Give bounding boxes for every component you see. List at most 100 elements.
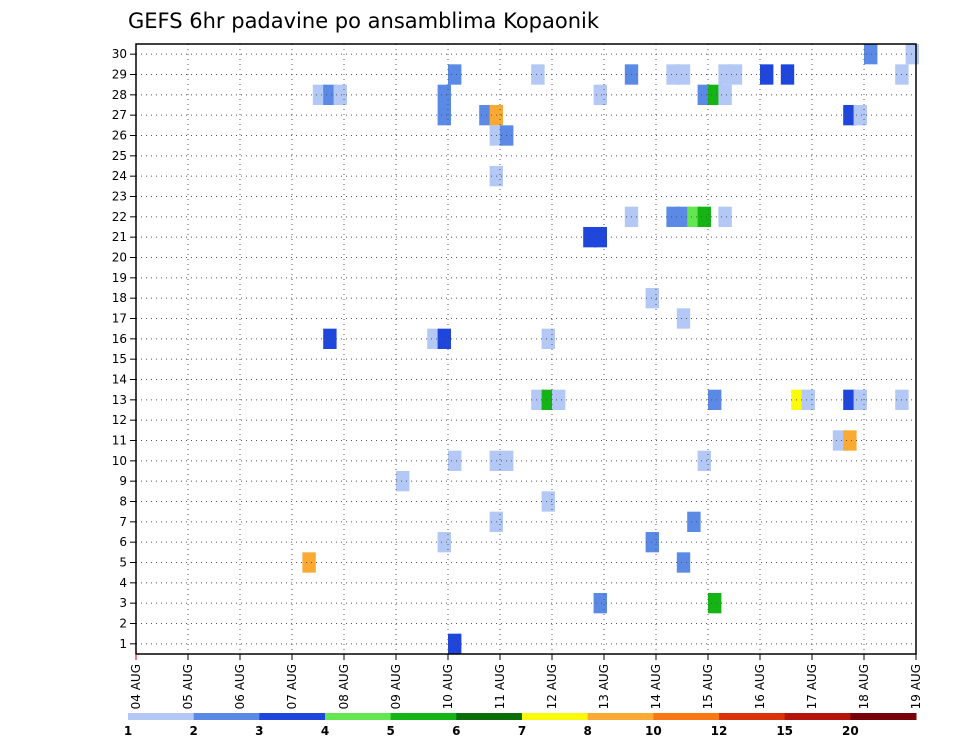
- x-tick-label: 07 AUG: [285, 664, 299, 709]
- y-tick-label: 24: [112, 169, 127, 183]
- heatmap-cell: [687, 206, 701, 227]
- heatmap-cell: [718, 84, 732, 105]
- y-tick-label: 22: [112, 210, 127, 224]
- x-tick-label: 08 AUG: [337, 664, 351, 709]
- heatmap-cell: [427, 328, 441, 349]
- legend-label: 10: [645, 724, 662, 738]
- heatmap-cell: [593, 227, 607, 248]
- x-tick-label: 12 AUG: [545, 664, 559, 709]
- heatmap-cell: [448, 450, 462, 471]
- heatmap-cell: [323, 84, 337, 105]
- x-tick-label: 09 AUG: [389, 664, 403, 709]
- y-tick-label: 5: [119, 556, 127, 570]
- legend-swatch: [719, 713, 786, 720]
- heatmap-cell: [728, 64, 743, 85]
- heatmap-cell: [645, 532, 659, 553]
- heatmap-cell: [323, 328, 337, 349]
- x-tick-label: 10 AUG: [441, 664, 455, 709]
- heatmap-cell: [593, 84, 607, 105]
- y-tick-label: 13: [112, 393, 127, 407]
- heatmap-cell: [780, 64, 795, 85]
- y-tick-label: 23: [112, 190, 127, 204]
- heatmap-cell: [312, 84, 327, 105]
- chart-title: GEFS 6hr padavine po ansamblima Kopaonik: [128, 9, 600, 33]
- x-tick-label: 17 AUG: [805, 664, 819, 709]
- x-tick-label: 04 AUG: [129, 664, 143, 709]
- heatmap-cell: [843, 430, 857, 451]
- x-tick-label: 15 AUG: [701, 664, 715, 709]
- heatmap-cell: [437, 84, 451, 105]
- heatmap-cell: [583, 227, 597, 248]
- legend-swatch: [653, 713, 720, 720]
- heatmap-cell: [541, 328, 555, 349]
- y-tick-label: 28: [112, 88, 127, 102]
- y-tick-label: 7: [119, 515, 127, 529]
- x-tick-label: 13 AUG: [597, 664, 611, 709]
- heatmap-cell: [801, 389, 815, 410]
- legend-swatch: [784, 713, 851, 720]
- x-tick-label: 16 AUG: [753, 664, 767, 709]
- y-tick-label: 3: [119, 596, 127, 610]
- legend-label: 20: [842, 724, 859, 738]
- legend-swatch: [390, 713, 457, 720]
- plot-frame: [135, 43, 917, 655]
- heatmap-cell: [676, 64, 691, 85]
- y-tick-label: 11: [112, 434, 127, 448]
- legend-swatch: [456, 713, 523, 720]
- y-tick-label: 8: [119, 495, 127, 509]
- heatmap-cell: [718, 64, 732, 85]
- legend-label: 3: [255, 724, 263, 738]
- y-tick-label: 25: [112, 149, 127, 163]
- y-axis: 1234567891011121314151617181920212223242…: [112, 47, 136, 651]
- legend-label: 7: [518, 724, 526, 738]
- y-tick-label: 15: [112, 352, 127, 366]
- y-tick-label: 10: [112, 454, 127, 468]
- heatmap-cell: [396, 471, 410, 492]
- heatmap-cell: [687, 511, 701, 532]
- y-tick-label: 20: [112, 251, 127, 265]
- grid-layer: [136, 44, 916, 654]
- heatmap-cell: [697, 450, 711, 471]
- heatmap-cell: [905, 44, 919, 65]
- legend-swatch: [193, 713, 260, 720]
- x-tick-label: 14 AUG: [649, 664, 663, 709]
- heatmap-cell: [697, 206, 711, 227]
- heatmap-cell: [666, 64, 680, 85]
- heatmap-cell: [708, 593, 722, 614]
- heatmap-cell: [593, 593, 607, 614]
- legend-swatch: [259, 713, 326, 720]
- legend-label: 1: [124, 724, 132, 738]
- y-tick-label: 14: [112, 373, 127, 387]
- legend-swatch: [850, 713, 917, 720]
- legend-swatch: [587, 713, 654, 720]
- legend-label: 5: [386, 724, 394, 738]
- x-axis: 04 AUG 05 AUG 06 AUG 07 AUG 08 AUG 09 AUG 10 A…: [129, 654, 923, 709]
- heatmap-cell: [302, 552, 316, 573]
- heatmap-cell: [448, 64, 462, 85]
- legend-label: 6: [452, 724, 460, 738]
- heatmap-cell: [864, 44, 878, 65]
- y-tick-label: 27: [112, 108, 127, 122]
- x-tick-label: 06 AUG: [233, 664, 247, 709]
- x-tick-label: 19 AUG: [909, 664, 923, 709]
- y-tick-label: 1: [119, 637, 127, 651]
- heatmap-cell: [843, 389, 857, 410]
- y-tick-label: 19: [112, 271, 127, 285]
- legend-swatch: [325, 713, 392, 720]
- heatmap-cell: [676, 552, 691, 573]
- legend-label: 15: [776, 724, 793, 738]
- y-tick-label: 21: [112, 230, 127, 244]
- legend-swatch: [522, 713, 589, 720]
- heatmap-cell: [843, 105, 857, 126]
- y-tick-label: 9: [119, 474, 127, 488]
- heatmap-cell: [541, 491, 555, 512]
- heatmap-cell: [437, 105, 451, 126]
- heatmap-cell: [791, 389, 805, 410]
- heatmap-cell: [448, 633, 462, 654]
- heatmap-cell: [552, 389, 566, 410]
- heatmap-cell: [676, 308, 691, 329]
- y-tick-label: 26: [112, 129, 127, 143]
- heatmap-cell: [437, 532, 451, 553]
- heatmap-cell: [832, 430, 847, 451]
- heatmap-cell: [531, 389, 545, 410]
